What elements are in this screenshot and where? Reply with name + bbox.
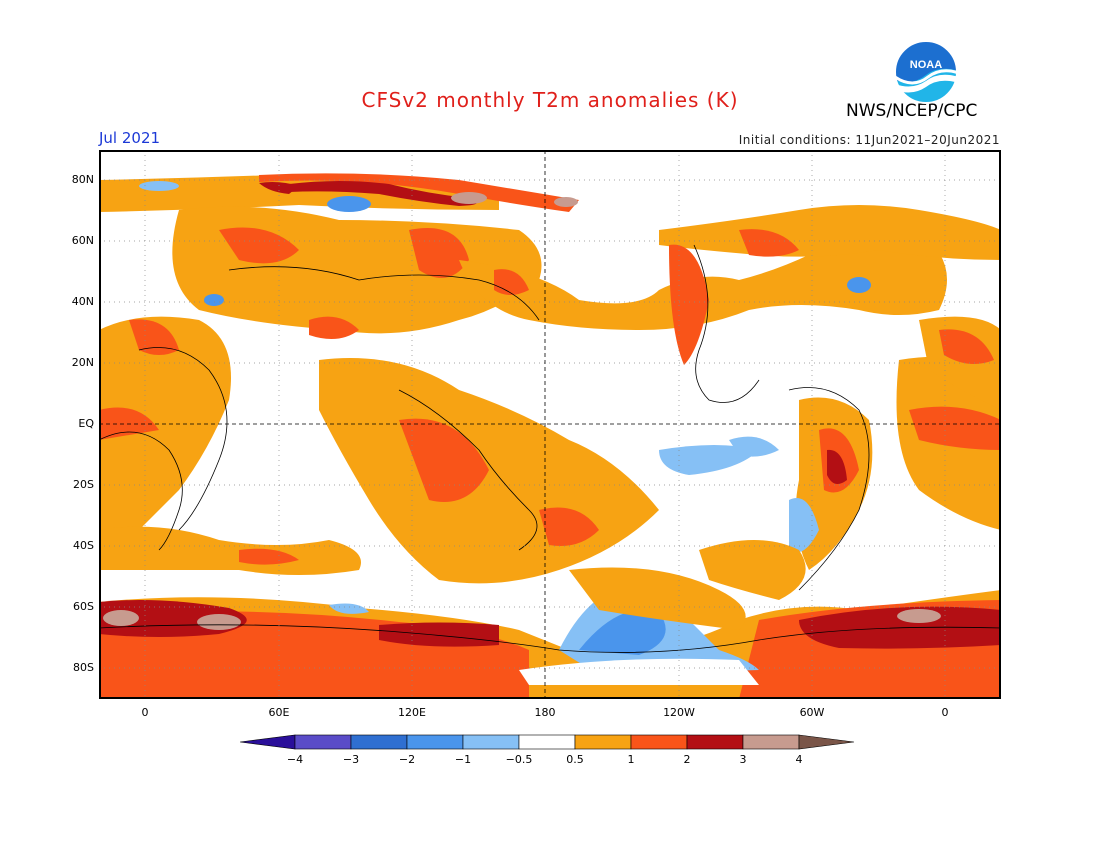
lon-label: 60E bbox=[268, 706, 290, 719]
agency-label: NWS/NCEP/CPC bbox=[846, 101, 978, 121]
lat-label: 80N bbox=[71, 173, 94, 186]
colorbar-label: 1 bbox=[628, 753, 635, 766]
forecast-month: Jul 2021 bbox=[99, 129, 161, 147]
lat-label: 20N bbox=[71, 356, 94, 369]
colorbar-box bbox=[518, 734, 576, 750]
colorbar-box bbox=[630, 734, 688, 750]
colorbar-label: −4 bbox=[287, 753, 303, 766]
africa-warm bbox=[99, 316, 231, 550]
graticule bbox=[99, 150, 1001, 699]
equator-dateline bbox=[99, 150, 1001, 699]
anomaly-map bbox=[99, 150, 1001, 699]
lon-label: 0 bbox=[141, 706, 149, 719]
noaa-logo-text: NOAA bbox=[910, 59, 942, 71]
colorbar-label: 0.5 bbox=[566, 753, 584, 766]
colorbar-extend-low bbox=[240, 734, 296, 750]
colorbar-box bbox=[294, 734, 352, 750]
chart-title: CFSv2 monthly T2m anomalies (K) bbox=[361, 88, 739, 112]
lat-label: 80S bbox=[73, 661, 94, 674]
colorbar-box bbox=[686, 734, 744, 750]
lon-label: 0 bbox=[941, 706, 949, 719]
lat-label: 40N bbox=[71, 295, 94, 308]
map-frame bbox=[99, 150, 1001, 699]
color-legend: −4 −3 −2 −1 −0.5 0.5 1 2 3 4 bbox=[240, 734, 855, 766]
lat-label: 20S bbox=[73, 478, 94, 491]
lat-label: EQ bbox=[78, 417, 94, 430]
lon-label: 180 bbox=[534, 706, 556, 719]
lon-label: 120W bbox=[663, 706, 695, 719]
coastlines bbox=[99, 244, 1001, 653]
colorbar-label: 2 bbox=[684, 753, 691, 766]
colorbar-box bbox=[574, 734, 632, 750]
colorbar-label: −2 bbox=[399, 753, 415, 766]
colorbar-label: 3 bbox=[740, 753, 747, 766]
initial-conditions: Initial conditions: 11Jun2021–20Jun2021 bbox=[738, 133, 1000, 147]
colorbar-extend-high bbox=[798, 734, 855, 750]
lat-label: 40S bbox=[73, 539, 94, 552]
colorbar-label: 4 bbox=[796, 753, 803, 766]
colorbar-label: −0.5 bbox=[506, 753, 533, 766]
lon-label: 120E bbox=[398, 706, 426, 719]
lat-label: 60S bbox=[73, 600, 94, 613]
colorbar-box bbox=[742, 734, 800, 750]
lon-label: 60W bbox=[799, 706, 825, 719]
colorbar-box bbox=[350, 734, 408, 750]
colorbar-label: −3 bbox=[343, 753, 359, 766]
colorbar-label: −1 bbox=[455, 753, 471, 766]
colorbar-box bbox=[406, 734, 464, 750]
colorbar-box bbox=[462, 734, 520, 750]
lat-label: 60N bbox=[71, 234, 94, 247]
noaa-logo: NOAA bbox=[894, 40, 958, 104]
